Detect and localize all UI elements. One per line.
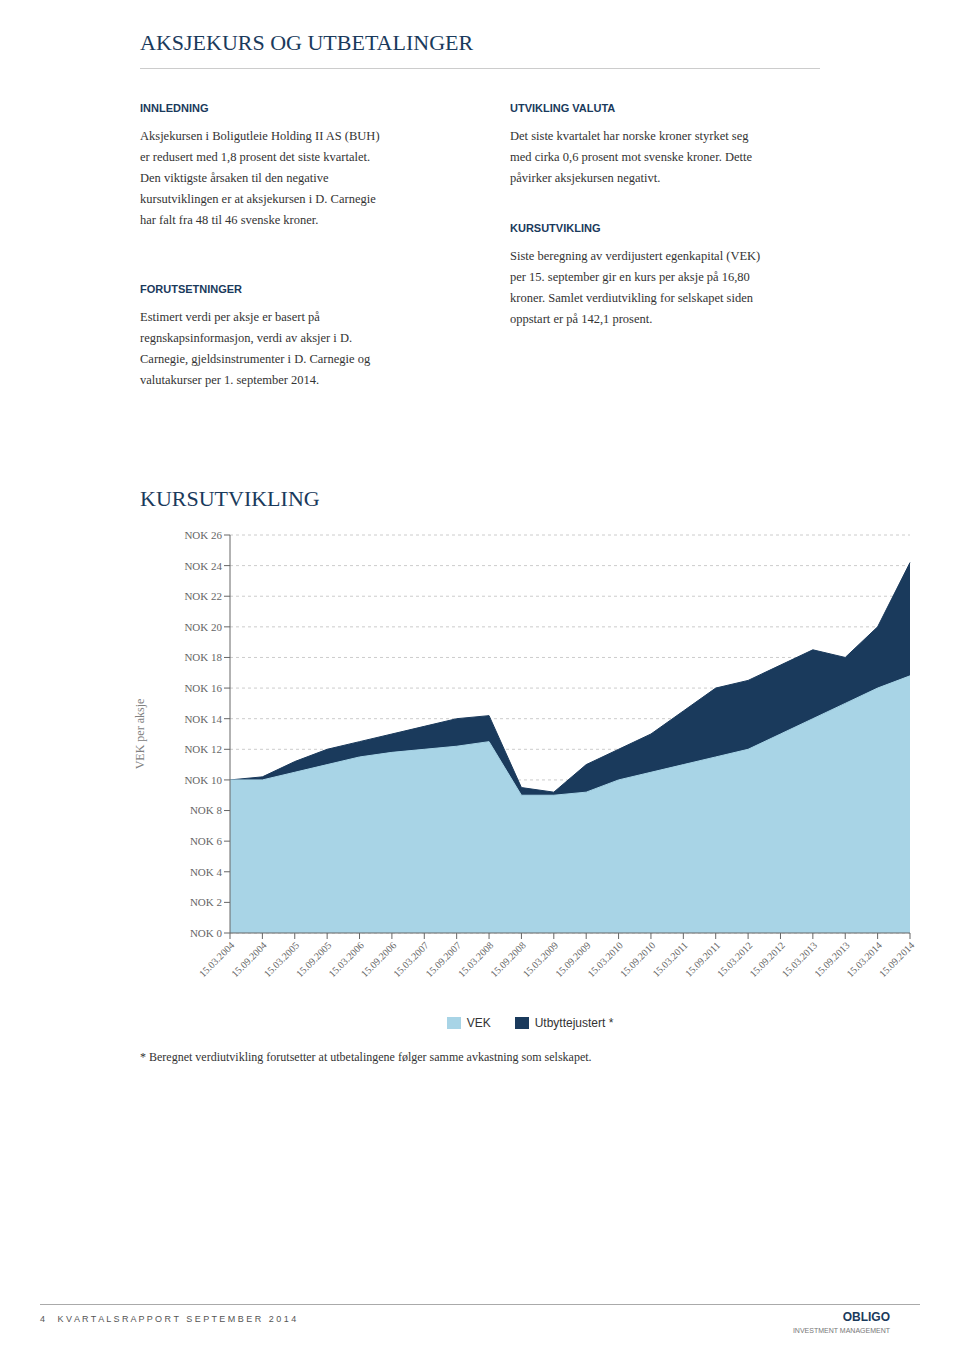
html-text:Den viktigste årsaken til den: Den viktigste årsaken til den negative [140,171,329,185]
svg-text:15.09.2010: 15.09.2010 [617,939,658,980]
html-text:oppstart er på 142,1 prosent.: oppstart er på 142,1 prosent. [510,312,653,326]
svg-text:15.03.2013: 15.03.2013 [779,939,820,980]
html-text:med cirka 0,6 prosent mot sven: med cirka 0,6 prosent mot svenske kroner… [510,150,752,164]
svg-text:NOK 8: NOK 8 [190,804,223,816]
svg-text:15.09.2005: 15.09.2005 [294,939,334,980]
html-text:4 K V A R T A L S R A P P O R: 4 K V A R T A L S R A P P O R T S E P T … [40,1314,297,1324]
svg-text:15.03.2004: 15.03.2004 [196,939,237,980]
html-text:AKSJEKURS OG UTBETALINGER: AKSJEKURS OG UTBETALINGER [140,30,474,55]
svg-text:15.09.2004: 15.09.2004 [229,939,269,980]
svg-text:15.03.2012: 15.03.2012 [714,939,755,980]
svg-text:NOK 22: NOK 22 [184,590,222,602]
svg-text:NOK 16: NOK 16 [184,682,222,694]
svg-text:NOK 14: NOK 14 [184,713,222,725]
html-text:har falt fra 48 til 46 svenske: har falt fra 48 til 46 svenske kroner. [140,213,319,227]
svg-text:NOK 0: NOK 0 [190,927,223,939]
html-text:Det siste kvartalet har norske: Det siste kvartalet har norske kroner st… [510,129,749,143]
svg-text:15.09.2013: 15.09.2013 [812,939,852,980]
svg-text:NOK 4: NOK 4 [190,866,223,878]
svg-text:15.09.2009: 15.09.2009 [553,939,593,980]
html-text:FORUTSETNINGER: FORUTSETNINGER [140,283,243,295]
html-text:OBLIGO: OBLIGO [842,1310,890,1324]
html-text:påvirker aksjekursen negativt.: påvirker aksjekursen negativt. [510,171,661,185]
svg-text:NOK 20: NOK 20 [184,621,222,633]
html-text:Siste beregning av verdijuster: Siste beregning av verdijustert egenkapi… [510,249,761,263]
svg-text:NOK 2: NOK 2 [190,896,222,908]
svg-text:NOK 12: NOK 12 [184,743,222,755]
svg-text:15.03.2007: 15.03.2007 [391,939,431,980]
html-text:Utbyttejustert *: Utbyttejustert * [534,1016,614,1030]
svg-text:15.03.2006: 15.03.2006 [326,939,366,980]
html-text:INNLEDNING: INNLEDNING [140,102,209,114]
html-text:INVESTMENT MANAGEMENT: INVESTMENT MANAGEMENT [792,1327,890,1334]
svg-text:15.09.2006: 15.09.2006 [358,939,399,980]
svg-text:15.09.2011: 15.09.2011 [682,939,723,979]
svg-text:15.03.2008: 15.03.2008 [455,939,496,980]
html-text:Aksjekursen i Boligutleie Hold: Aksjekursen i Boligutleie Holding II AS … [140,129,380,143]
html-text:Estimert verdi per aksje er ba: Estimert verdi per aksje er basert på [140,310,320,324]
html-text:Carnegie, gjeldsinstrumenter i: Carnegie, gjeldsinstrumenter i D. Carneg… [140,352,371,366]
svg-text:15.03.2010: 15.03.2010 [585,939,625,980]
svg-text:NOK 10: NOK 10 [184,774,222,786]
html-text:* Beregnet verdiutvikling foru: * Beregnet verdiutvikling forutsetter at… [140,1050,592,1064]
svg-text:VEK per aksje: VEK per aksje [133,699,147,770]
svg-text:NOK 26: NOK 26 [184,529,222,541]
html-text:KURSUTVIKLING: KURSUTVIKLING [510,222,601,234]
svg-text:15.09.2008: 15.09.2008 [488,939,528,980]
html-text:per 15. september gir en kurs: per 15. september gir en kurs per aksje … [510,270,750,284]
html-text:er redusert med 1,8 prosent de: er redusert med 1,8 prosent det siste kv… [140,150,371,164]
svg-text:15.09.2007: 15.09.2007 [423,939,464,980]
svg-text:15.03.2011: 15.03.2011 [650,939,690,979]
html-text:VEK: VEK [466,1016,491,1030]
html-text:kursutviklingen er at aksjekur: kursutviklingen er at aksjekursen i D. C… [140,192,376,206]
html-text:KURSUTVIKLING: KURSUTVIKLING [140,486,320,511]
svg-text:NOK 24: NOK 24 [184,560,222,572]
svg-text:NOK 6: NOK 6 [190,835,223,847]
svg-text:15.03.2005: 15.03.2005 [261,939,302,980]
svg-text:15.03.2014: 15.03.2014 [844,939,885,980]
html-text:valutakurser per 1. september: valutakurser per 1. september 2014. [140,373,320,387]
html-text:regnskapsinformasjon, verdi av: regnskapsinformasjon, verdi av aksjer i … [140,331,353,345]
html-text:kroner. Samlet verdiutvikling: kroner. Samlet verdiutvikling for selska… [510,291,753,305]
svg-text:15.03.2009: 15.03.2009 [520,939,561,980]
svg-text:NOK 18: NOK 18 [184,651,222,663]
svg-text:15.09.2014: 15.09.2014 [877,940,917,980]
svg-text:15.09.2012: 15.09.2012 [747,939,787,980]
html-text:UTVIKLING VALUTA: UTVIKLING VALUTA [510,102,616,114]
